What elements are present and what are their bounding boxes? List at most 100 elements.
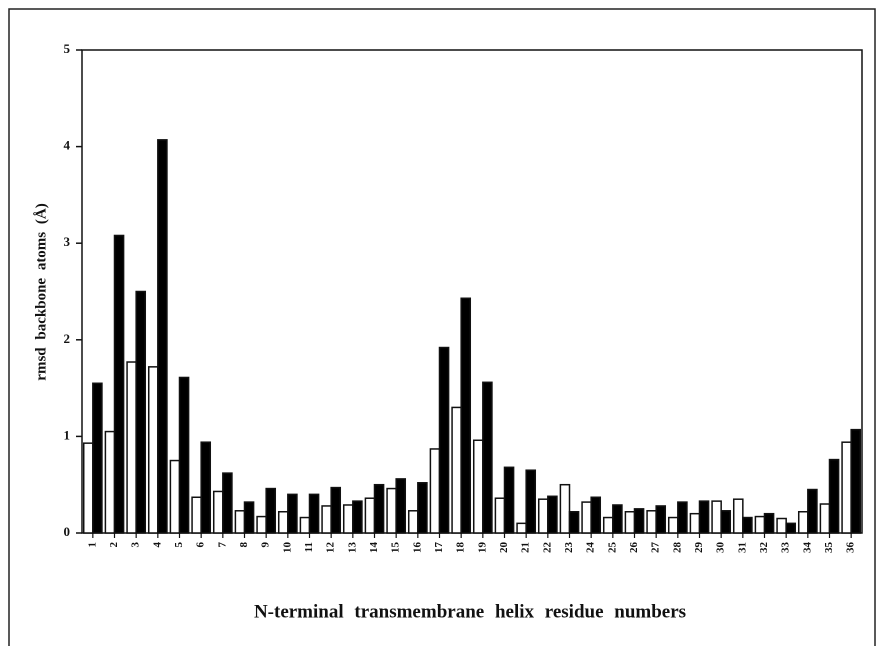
bar [472,439,484,534]
x-tick-label: 18 [455,542,467,554]
bar [342,504,354,534]
x-tick-label: 31 [736,542,748,553]
x-axis-label: N-terminal transmembrane helix residue n… [254,601,686,622]
bar [711,500,722,534]
bar [819,503,831,534]
bar [429,448,441,534]
bar [602,516,614,534]
bar [633,508,645,534]
bar [516,522,527,534]
bar [104,430,116,534]
bar [742,516,753,534]
bar [330,486,342,534]
bar [287,493,298,534]
bar [147,366,159,534]
bar [503,466,515,534]
x-tick-label: 13 [346,542,358,554]
x-tick-label: 5 [173,542,185,548]
bar [850,428,862,534]
bar [537,498,549,534]
x-tick-label: 35 [823,542,835,554]
bar [438,346,450,534]
bar [364,497,376,534]
frame [8,8,876,646]
bar [191,496,202,534]
x-tick-label: 16 [411,542,423,554]
x-tick-label: 34 [801,542,813,554]
x-tick-label: 9 [260,542,272,548]
bar [646,510,657,534]
bar [581,501,592,534]
bar [265,487,277,534]
bar [126,361,137,534]
bar [395,478,407,534]
x-tick-label: 6 [195,542,207,548]
bar [277,510,289,534]
bar [212,490,224,534]
bar [460,297,472,534]
bar [157,139,168,534]
bar [451,406,462,534]
bar [785,522,797,534]
bar [677,501,688,534]
x-tick-label: 24 [585,542,597,554]
bar [299,516,311,534]
bar [568,510,580,534]
bar [559,483,571,534]
x-tick-label: 22 [541,542,553,554]
bar [482,381,493,534]
bar [407,510,419,534]
x-tick-label: 4 [151,542,163,548]
x-tick-label: 2 [108,542,120,548]
x-tick-label: 23 [563,542,575,554]
y-tick-label: 2 [64,331,71,346]
bar [222,472,233,534]
bar [547,495,558,534]
bar [754,515,766,534]
x-tick-label: 26 [628,542,640,554]
x-tick-label: 36 [845,542,857,554]
y-axis-label: rmsd backbone atoms (Å) [33,203,49,380]
bar [720,510,732,534]
x-tick-label: 11 [303,542,315,552]
bar [828,458,840,534]
bar [169,459,181,534]
bar [200,441,212,534]
x-tick-label: 19 [476,542,488,554]
x-tick-label: 29 [693,542,705,554]
bar [308,493,320,534]
bar [135,290,147,534]
bar [525,469,537,534]
bar [352,500,363,534]
plot-frame [81,49,863,534]
bar [732,498,744,534]
x-tick-label: 33 [780,542,792,554]
y-tick-label: 4 [64,138,71,153]
x-tick-label: 20 [498,542,510,554]
y-tick-label: 1 [64,427,71,442]
bar [667,516,679,534]
bar [373,483,385,534]
bar [655,505,667,534]
x-tick-label: 8 [238,542,250,548]
bar [82,442,94,534]
x-tick-label: 1 [86,542,98,548]
bar [494,497,506,534]
bar [386,487,397,534]
bar [92,382,103,534]
x-tick-label: 17 [433,542,445,554]
bar [243,501,255,534]
bar [841,441,852,534]
x-tick-label: 28 [671,542,683,554]
x-tick-label: 12 [325,542,337,554]
bar [763,512,775,534]
bar [113,234,125,534]
bar [590,496,602,534]
x-tick-label: 10 [281,542,293,554]
bar [178,376,190,534]
bar [776,517,787,534]
y-tick-label: 5 [64,41,71,56]
bar [797,510,809,534]
bar [256,515,267,534]
